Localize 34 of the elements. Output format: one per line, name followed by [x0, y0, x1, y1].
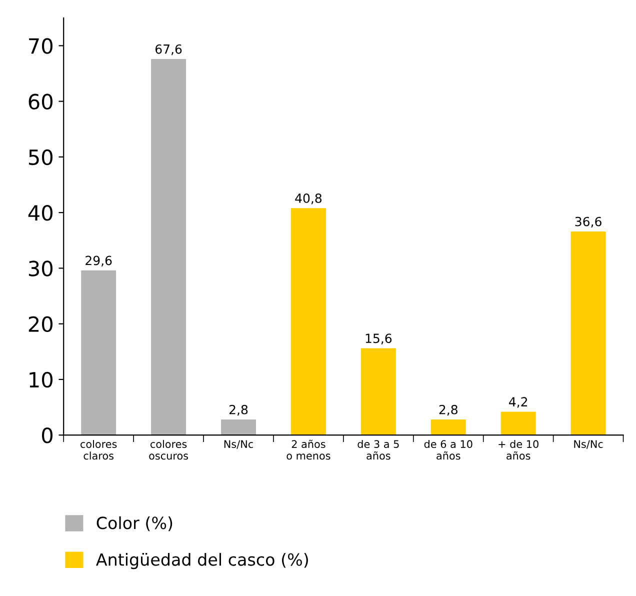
data-label: 15,6 [366, 334, 392, 344]
data-label: 2,8 [229, 404, 248, 416]
y-tick-label: 10 [30, 372, 52, 388]
bar [570, 231, 606, 436]
x-tick-label: colores oscuros [149, 440, 188, 460]
y-tick-label: 50 [28, 149, 52, 166]
y-tick-label: 20 [28, 316, 52, 332]
data-label: 29,6 [86, 256, 112, 266]
y-tick-label: 70 [29, 38, 52, 54]
x-tick-label: de 3 a 5 años [358, 440, 399, 460]
x-tick-label: 2 años o menos [286, 440, 330, 460]
bar [290, 208, 326, 436]
data-label: 67,6 [155, 44, 182, 56]
x-tick-label: colores claros [80, 440, 117, 460]
data-label: 4,2 [509, 397, 528, 408]
y-tick-label: 30 [28, 260, 52, 276]
x-tick-label: de 6 a 10 años [424, 440, 472, 460]
x-tick-label: Ns/Nc [574, 440, 603, 449]
bar [151, 59, 186, 436]
data-label: 40,8 [295, 193, 322, 204]
data-label: 36,6 [575, 216, 602, 228]
data-label: 2,8 [439, 404, 458, 416]
y-tick-label: 40 [28, 205, 52, 221]
legend-label: Color (%) [96, 516, 172, 532]
y-tick-label: 60 [28, 94, 52, 110]
bar [81, 270, 116, 436]
bar [221, 420, 256, 436]
bar [360, 348, 396, 436]
bar [500, 412, 536, 436]
bar [430, 420, 466, 436]
x-tick-label: Ns/Nc [224, 440, 253, 449]
x-tick-label: + de 10 años [498, 440, 538, 460]
legend-label: Antigüedad del casco (%) [96, 552, 308, 570]
y-tick-label: 0 [42, 428, 52, 444]
